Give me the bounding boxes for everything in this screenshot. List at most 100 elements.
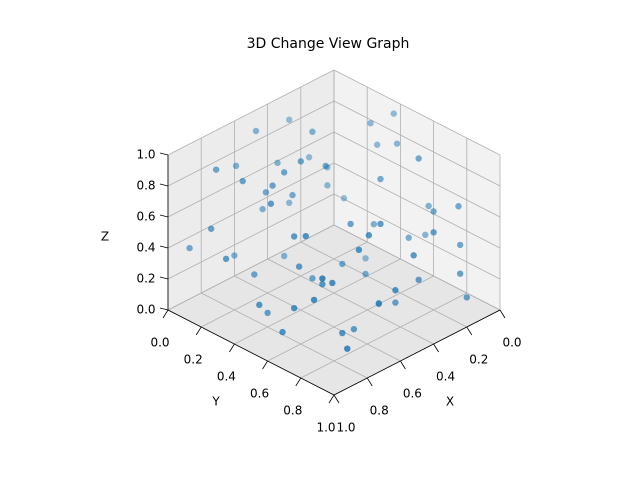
point xyxy=(295,263,303,270)
point xyxy=(285,116,293,123)
y-tick xyxy=(295,377,302,387)
point xyxy=(344,345,351,352)
x-tick xyxy=(333,394,340,404)
x-tick xyxy=(499,309,506,319)
point xyxy=(329,279,336,287)
z-tick-label: 1.0 xyxy=(136,148,155,162)
z-tick xyxy=(159,276,169,280)
point xyxy=(289,191,296,199)
grid-line xyxy=(333,69,501,156)
point xyxy=(365,232,373,239)
point xyxy=(415,276,422,283)
grid-line xyxy=(167,162,335,249)
point xyxy=(339,260,346,268)
point xyxy=(252,127,260,135)
point xyxy=(392,287,399,294)
point xyxy=(350,325,358,333)
pane-y xyxy=(168,70,334,310)
point xyxy=(377,220,384,228)
point xyxy=(347,220,354,228)
z-tick xyxy=(159,214,169,218)
pane-x xyxy=(334,70,500,310)
grid-line xyxy=(201,241,368,328)
grid-line xyxy=(167,69,335,156)
point xyxy=(463,294,470,301)
x-tick-label: 0.6 xyxy=(403,387,422,401)
grid-line xyxy=(333,193,501,280)
x-tick xyxy=(466,326,473,336)
point xyxy=(362,270,369,278)
y-tick-label: 1.0 xyxy=(316,421,335,435)
point xyxy=(456,241,464,249)
x-tick xyxy=(366,377,373,387)
x-tick-label: 0.0 xyxy=(502,336,521,350)
point xyxy=(392,299,399,306)
x-tick xyxy=(433,343,439,353)
point xyxy=(290,233,298,240)
y-tick xyxy=(262,360,268,370)
z-tick xyxy=(159,307,169,311)
point xyxy=(285,199,293,206)
point xyxy=(455,203,462,210)
z-tick-label: 0.2 xyxy=(136,272,155,286)
z-tick xyxy=(159,152,169,156)
grid-line xyxy=(267,275,434,362)
x-tick-label: 0.2 xyxy=(469,353,488,367)
y-axis-label: Y xyxy=(211,395,220,409)
z-tick-label: 0.6 xyxy=(136,210,155,224)
chart-title: 3D Change View Graph xyxy=(247,36,410,52)
grid-line xyxy=(167,193,335,280)
point xyxy=(373,141,381,148)
point xyxy=(274,159,281,167)
z-tick-label: 0.0 xyxy=(136,303,155,317)
point xyxy=(370,221,378,228)
point xyxy=(264,309,271,317)
point xyxy=(302,232,309,240)
point xyxy=(324,182,331,189)
x-tick-label: 0.8 xyxy=(370,404,389,418)
point xyxy=(430,208,437,215)
z-tick xyxy=(159,245,169,249)
point xyxy=(367,120,374,127)
point xyxy=(377,175,384,183)
point xyxy=(281,252,288,260)
y-tick xyxy=(162,309,169,319)
z-tick-label: 0.8 xyxy=(136,179,155,193)
point xyxy=(262,189,270,196)
y-tick-label: 0.2 xyxy=(184,353,203,367)
point xyxy=(322,162,329,170)
point xyxy=(393,140,401,147)
point xyxy=(430,229,437,236)
point xyxy=(267,200,275,207)
point xyxy=(231,252,238,259)
grid-line xyxy=(333,131,501,218)
point xyxy=(422,231,429,239)
grid-line xyxy=(333,224,501,311)
point xyxy=(415,155,422,162)
y-axis-line xyxy=(167,309,335,396)
point xyxy=(222,255,230,263)
grid-line xyxy=(333,100,501,187)
point xyxy=(256,301,263,309)
point xyxy=(259,205,266,213)
point xyxy=(339,329,346,337)
point xyxy=(456,270,464,277)
x-tick xyxy=(400,360,406,370)
point xyxy=(290,304,298,312)
y-tick-label: 0.4 xyxy=(217,370,236,384)
z-axis-label: Z xyxy=(101,230,109,244)
x-axis-line xyxy=(333,309,501,396)
grid-line xyxy=(167,131,335,218)
y-tick xyxy=(229,343,235,353)
point xyxy=(355,246,363,253)
x-tick-label: 0.4 xyxy=(436,370,455,384)
point xyxy=(390,110,397,117)
x-axis-label: X xyxy=(446,395,454,409)
point xyxy=(319,275,326,282)
point xyxy=(375,300,383,308)
point xyxy=(405,234,412,241)
y-tick-label: 0.6 xyxy=(250,387,269,401)
z-tick-label: 0.4 xyxy=(136,241,155,255)
point xyxy=(425,202,432,210)
